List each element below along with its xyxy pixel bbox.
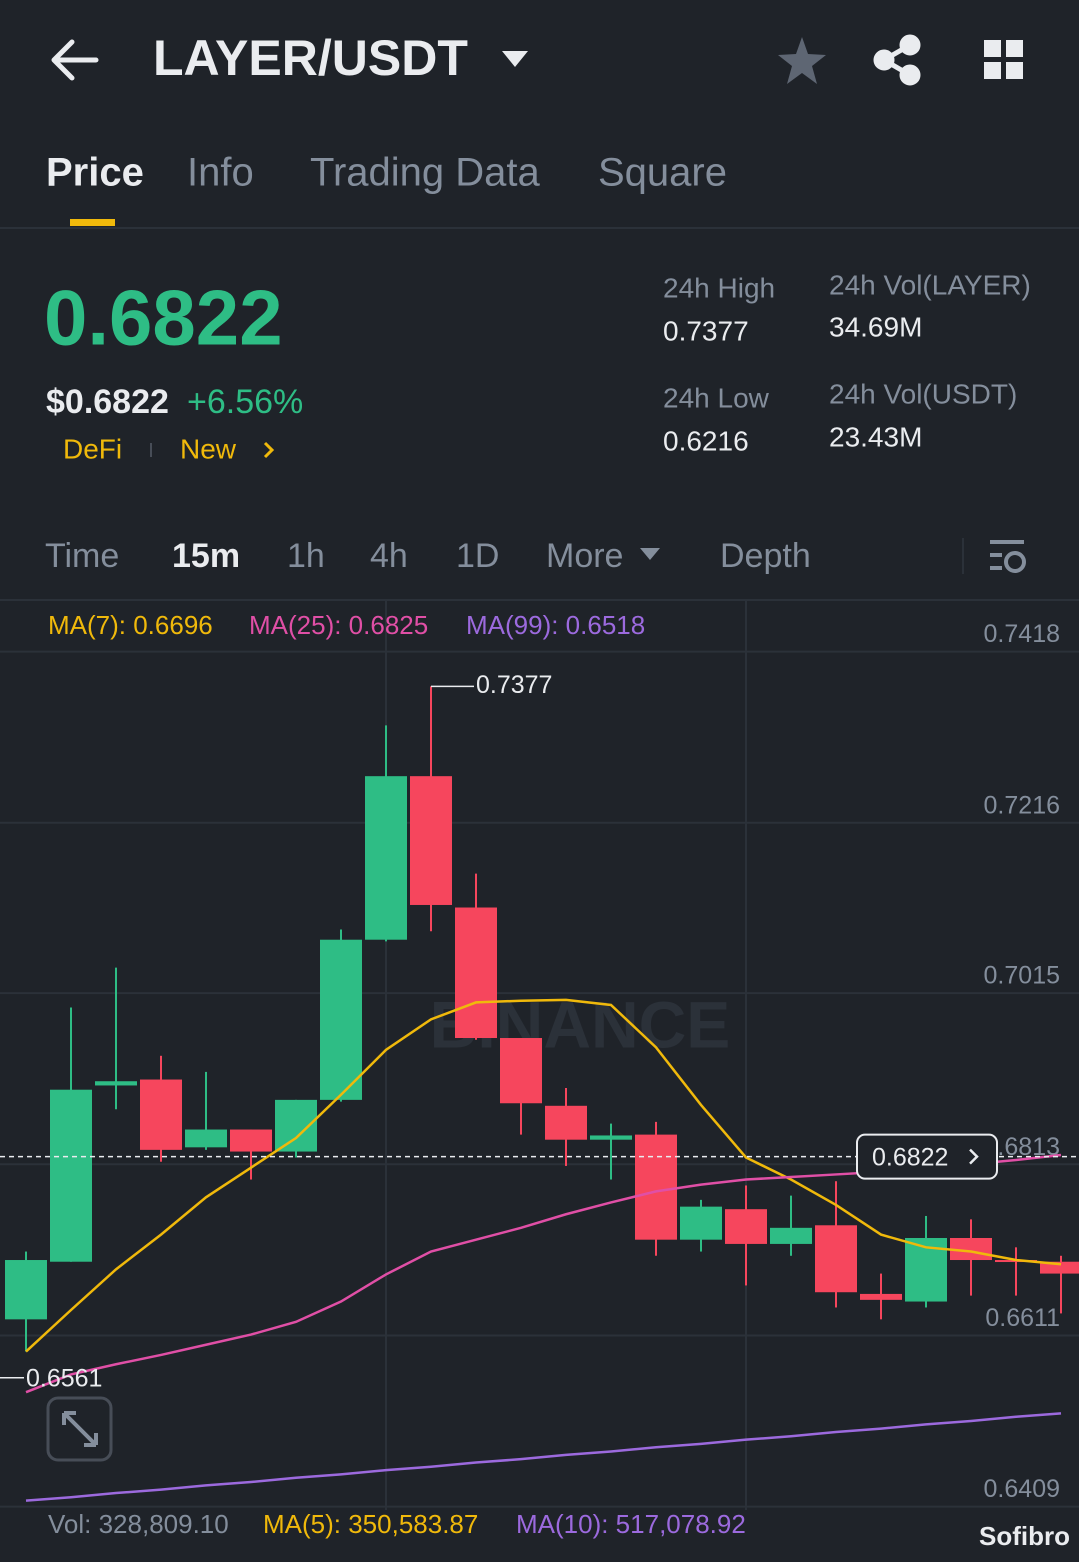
separator	[962, 538, 964, 574]
stat-label: 24h Vol(LAYER)	[829, 269, 1031, 300]
candle-body	[725, 1209, 767, 1244]
interval[interactable]: 1D	[456, 537, 499, 575]
ma-line	[25, 998, 1062, 1353]
volume-label: Vol: 328,809.10	[48, 1509, 229, 1539]
candle-body	[230, 1129, 272, 1152]
candle-body	[590, 1135, 632, 1140]
tag[interactable]: DeFi	[63, 433, 122, 464]
volume-label: MA(10): 517,078.92	[516, 1509, 746, 1539]
y-tick-label: 0.6611	[985, 1304, 1060, 1332]
divider	[0, 227, 1079, 229]
favorite-icon[interactable]	[778, 37, 826, 84]
more-dropdown[interactable]	[640, 548, 660, 560]
candle-body	[140, 1079, 182, 1150]
stat-value: 23.43M	[829, 421, 922, 452]
stat-value: 0.6216	[663, 425, 749, 456]
tab[interactable]: Info	[187, 151, 254, 195]
divider	[0, 599, 1079, 601]
y-tick-label: 0.6409	[984, 1475, 1060, 1503]
candlestick-chart: BINANCE0.74180.72160.70150.68130.66110.6…	[0, 610, 1079, 1539]
pair-title[interactable]: LAYER/USDT	[153, 30, 468, 86]
volume-label: MA(5): 350,583.87	[263, 1509, 478, 1539]
candle-body	[545, 1105, 587, 1140]
candle-body	[410, 776, 452, 905]
interval[interactable]: 4h	[370, 537, 408, 575]
candle-body	[1040, 1261, 1079, 1274]
candle-body	[275, 1099, 317, 1152]
candle-body	[185, 1129, 227, 1148]
candle-body	[815, 1225, 857, 1293]
low-label: 0.6561	[26, 1364, 102, 1392]
candle-body	[95, 1081, 137, 1086]
tab[interactable]: Trading Data	[310, 151, 541, 195]
y-tick-label: 0.7216	[984, 791, 1060, 819]
tab[interactable]: Square	[598, 151, 727, 195]
high-label: 0.7377	[476, 671, 552, 699]
ma-line	[25, 1412, 1062, 1502]
y-tick-label: 0.7015	[984, 962, 1060, 990]
tag-arrow	[969, 1148, 979, 1165]
candle-body	[365, 776, 407, 940]
candle-body	[680, 1206, 722, 1240]
legend-entry: MA(7): 0.6696	[48, 610, 213, 640]
pair-dropdown[interactable]	[502, 51, 528, 67]
last-price-tag[interactable]	[856, 1133, 998, 1180]
chart-settings-icon[interactable]	[990, 540, 1026, 573]
stat-value: 0.7377	[663, 315, 749, 346]
last-price-value: 0.6822	[872, 1143, 948, 1171]
back-button[interactable]	[51, 39, 99, 81]
candle-body	[5, 1260, 47, 1320]
candle-body	[500, 1038, 542, 1104]
usd-price: $0.6822	[46, 383, 169, 421]
interval[interactable]: Depth	[720, 537, 811, 575]
legend-entry: MA(99): 0.6518	[466, 610, 645, 640]
stat-label: 24h High	[663, 272, 775, 303]
interval[interactable]: Time	[45, 537, 119, 575]
layout-icon[interactable]	[984, 40, 1023, 79]
stat-value: 34.69M	[829, 311, 922, 342]
candle-body	[770, 1227, 812, 1244]
interval[interactable]: 15m	[172, 537, 240, 575]
candle-body	[455, 907, 497, 1039]
candle-body	[320, 939, 362, 1100]
candle-body	[860, 1293, 902, 1300]
candle-body	[635, 1134, 677, 1240]
fullscreen-button[interactable]	[46, 1396, 113, 1462]
last-price: 0.6822	[44, 274, 283, 362]
credit: Sofibro	[979, 1521, 1070, 1551]
y-tick-label: 0.7418	[984, 620, 1060, 648]
candle-body	[50, 1089, 92, 1262]
interval[interactable]: More	[546, 537, 623, 575]
price-change: +6.56%	[187, 383, 303, 421]
tab-indicator	[70, 219, 115, 226]
separator	[150, 443, 152, 457]
stat-label: 24h Vol(USDT)	[829, 378, 1017, 409]
share-icon[interactable]	[873, 34, 921, 86]
tag-arrow	[263, 441, 275, 459]
tag[interactable]: New	[180, 433, 237, 464]
tab[interactable]: Price	[46, 151, 144, 195]
interval[interactable]: 1h	[287, 537, 325, 575]
legend-entry: MA(25): 0.6825	[249, 610, 428, 640]
stat-label: 24h Low	[663, 382, 770, 413]
